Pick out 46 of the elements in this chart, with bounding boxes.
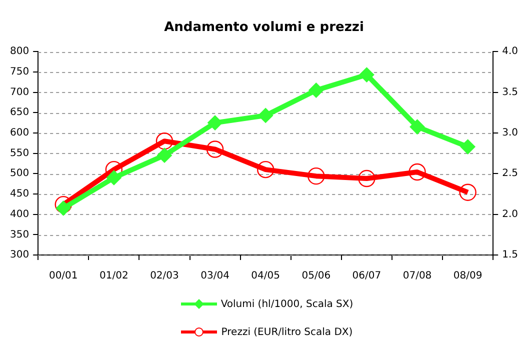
x-tick-label: 00/01 <box>48 270 78 282</box>
x-tick-label: 05/06 <box>302 270 331 282</box>
point <box>54 196 72 214</box>
x-tick-label: 08/09 <box>453 270 482 282</box>
x-tick-label: 02/03 <box>150 270 179 282</box>
x-tick-label: 03/04 <box>200 270 230 282</box>
point <box>308 82 324 98</box>
point <box>358 170 376 188</box>
x-tick-label: 07/08 <box>402 270 432 282</box>
point <box>459 184 476 201</box>
y-tick-label: 500 <box>10 168 30 180</box>
point <box>56 200 71 216</box>
point <box>256 160 274 178</box>
y-tick-label: 400 <box>10 208 30 220</box>
y2-tick-label: 3.0 <box>502 128 518 139</box>
y-tick-label: 750 <box>10 66 30 78</box>
point <box>206 140 224 158</box>
point <box>208 115 223 130</box>
point <box>410 119 425 134</box>
y2-tick-label: 2.0 <box>502 208 518 220</box>
y-tick-label: 450 <box>10 188 30 200</box>
point <box>460 139 476 154</box>
y-tick-label: 700 <box>10 86 30 98</box>
legend-label: Volumi (hl/1000, Scala SX) <box>220 298 354 310</box>
point <box>156 148 172 163</box>
point <box>106 170 122 186</box>
x-tick-label: 01/02 <box>100 270 128 282</box>
point <box>156 132 174 150</box>
chart-title: Andamento volumi e prezzi <box>164 20 364 36</box>
y-tick-label: 600 <box>10 128 30 139</box>
y2-tick-label: 2.5 <box>502 168 518 180</box>
point <box>258 108 274 123</box>
x-tick-label: 06/07 <box>352 270 382 282</box>
point <box>359 67 374 82</box>
y2-tick-label: 4.0 <box>502 46 518 58</box>
y2-tick-label: 3.5 <box>502 86 518 98</box>
point <box>408 163 426 181</box>
legend-label: Prezzi (EUR/litro Scala DX) <box>221 326 353 338</box>
y-tick-label: 350 <box>10 229 30 240</box>
y-tick-label: 800 <box>10 46 30 58</box>
point <box>308 167 325 185</box>
y-tick-label: 300 <box>10 250 30 261</box>
y-tick-label: 650 <box>10 107 30 118</box>
x-tick-label: 04/05 <box>251 270 280 282</box>
y-tick-label: 550 <box>10 148 30 159</box>
y2-tick-label: 1.5 <box>502 250 518 261</box>
